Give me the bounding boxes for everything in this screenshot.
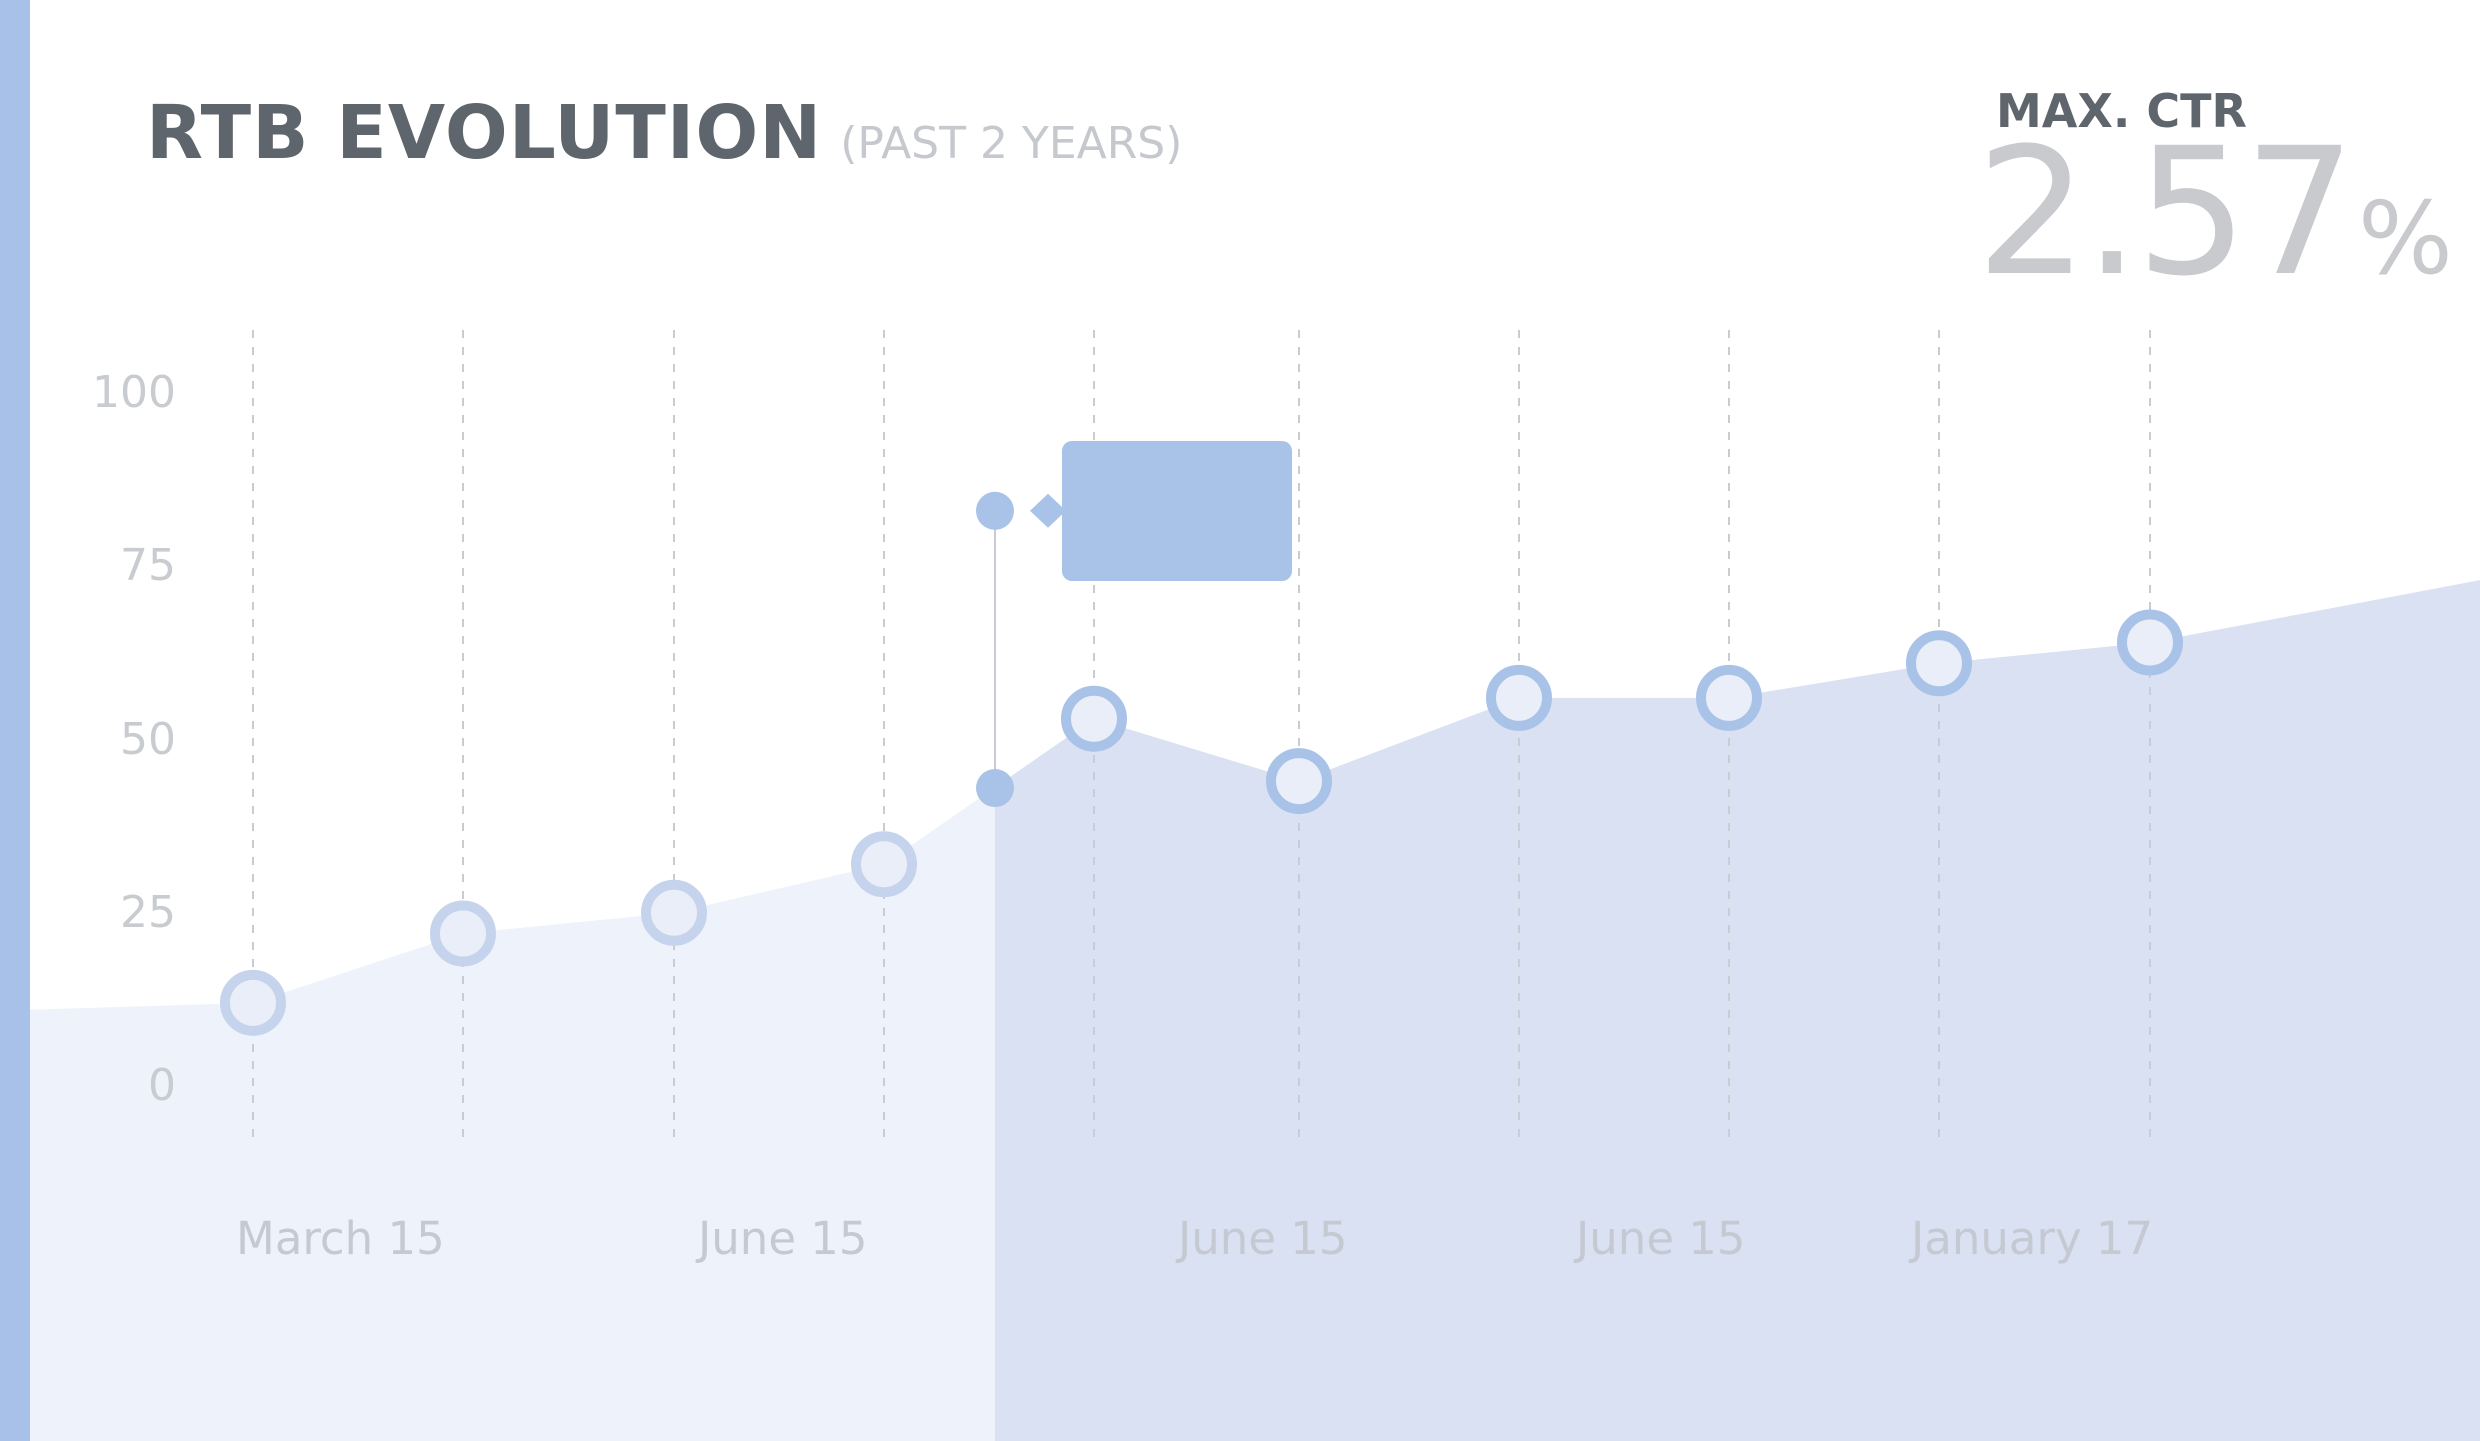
data-point	[2117, 609, 2183, 676]
y-tick-label: 50	[120, 713, 176, 765]
accent-bar	[0, 0, 30, 1441]
chart-title-block: RTB EVOLUTION (PAST 2 YEARS)	[146, 88, 1182, 178]
data-point	[1696, 664, 1762, 731]
x-tick-label: June 15	[1576, 1212, 1746, 1265]
y-tick-label: 0	[148, 1060, 176, 1111]
data-point	[851, 831, 917, 898]
y-tick-label: 25	[120, 886, 176, 938]
tooltip-box	[1062, 441, 1292, 581]
area-recent	[995, 580, 2480, 1441]
y-tick-label: 100	[92, 367, 176, 418]
kpi-value: 2.57	[1976, 110, 2356, 315]
x-tick-label: March 15	[236, 1212, 445, 1265]
tooltip-pointer	[1030, 493, 1066, 528]
x-tick-label: June 15	[1178, 1212, 1348, 1265]
data-point	[1906, 630, 1972, 697]
kpi-unit: %	[2357, 180, 2453, 297]
marker-layer	[220, 609, 2183, 1036]
chart-title: RTB EVOLUTION	[146, 90, 823, 176]
data-point	[220, 969, 286, 1036]
data-point	[641, 879, 707, 946]
area-layer	[30, 580, 2480, 1441]
highlight-dot-top	[976, 491, 1014, 530]
area-past	[30, 787, 995, 1441]
data-point	[430, 900, 496, 967]
data-point	[1266, 748, 1332, 815]
kpi-value-block: 2.57%	[1976, 118, 2453, 308]
x-tick-label: June 15	[698, 1212, 868, 1265]
y-tick-label: 75	[120, 540, 176, 592]
data-point	[1486, 664, 1552, 731]
data-point	[1061, 685, 1127, 752]
highlight-dot-bottom	[976, 769, 1014, 808]
x-tick-label: January 17	[1911, 1212, 2154, 1265]
kpi-label: MAX. CTR	[1996, 84, 2247, 138]
highlight-layer	[976, 441, 1292, 808]
chart-subtitle: (PAST 2 YEARS)	[840, 118, 1183, 169]
